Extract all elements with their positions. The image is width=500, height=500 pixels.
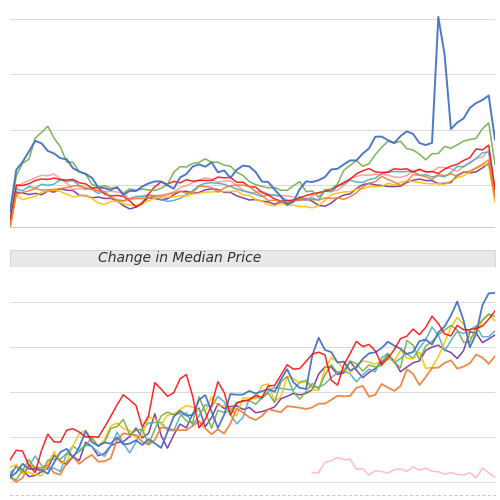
Text: Change in Median Price: Change in Median Price — [98, 252, 262, 266]
